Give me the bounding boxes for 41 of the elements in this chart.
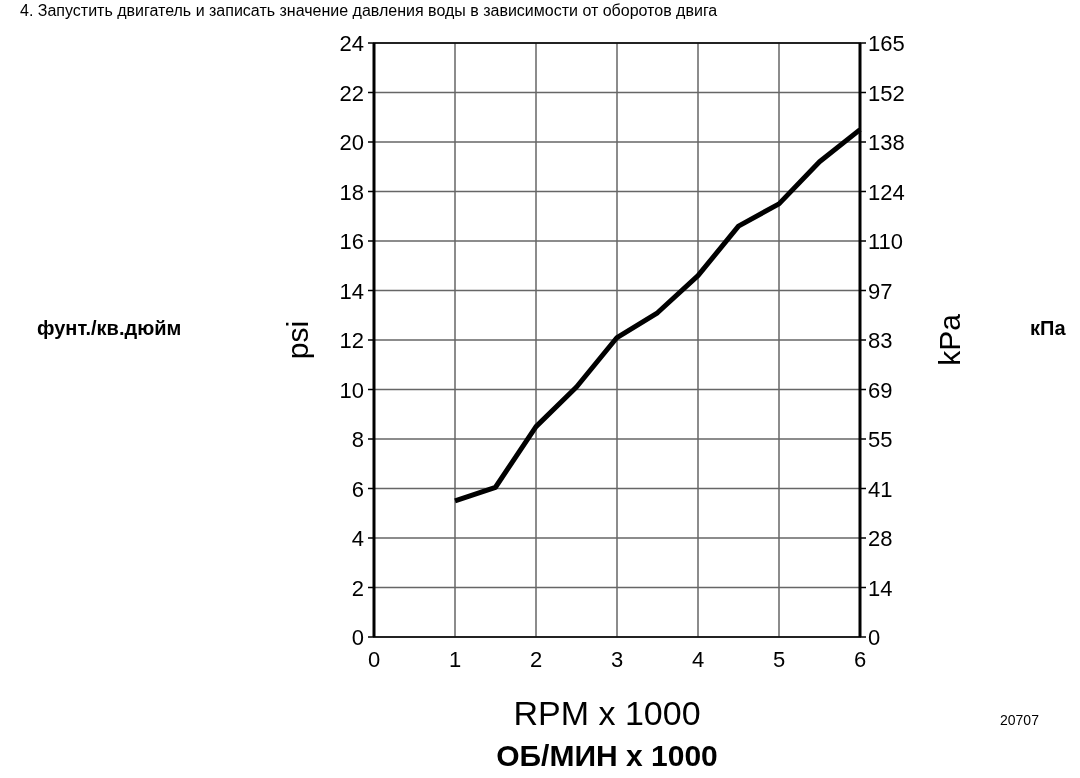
- y2-tick-label: 0: [868, 625, 881, 650]
- y-tick-label: 8: [351, 427, 364, 452]
- y2-tick-label: 41: [868, 476, 893, 502]
- y2-tick-label: 69: [868, 377, 893, 403]
- y2-tick-label: 152: [868, 80, 905, 106]
- y2-axis-title: kPa: [933, 313, 966, 366]
- chart-title: 4. Запустить двигатель и записать значение давления воды в зависимости от оборотов двига: [20, 2, 718, 19]
- text: ОБ/МИН x 1000: [496, 739, 718, 772]
- y2-tick-label: 28: [868, 526, 893, 551]
- y2-tick-label: 165: [868, 31, 905, 56]
- y-tick-label: 24: [339, 31, 364, 56]
- x-tick-label: 3: [610, 647, 624, 672]
- x-tick-label: 0: [367, 647, 381, 672]
- y-tick-label: 10: [339, 377, 364, 403]
- x-tick-label: 6: [853, 647, 867, 672]
- y2-tick-label: 14: [868, 575, 893, 601]
- y2-tick-label: 124: [868, 179, 905, 205]
- y-tick-label: 20: [339, 130, 364, 155]
- y-tick-label: 4: [351, 526, 364, 551]
- x-axis-title: RPM x 1000: [513, 694, 701, 732]
- y2-tick-label: 97: [868, 278, 893, 304]
- y-tick-label: 6: [351, 476, 364, 502]
- y-tick-label: 12: [339, 328, 364, 353]
- y-tick-label: 18: [339, 179, 364, 205]
- y-axis-title: psi: [281, 320, 314, 360]
- y-tick-label: 16: [339, 229, 364, 254]
- text: кПа: [1030, 317, 1067, 339]
- text: фунт./кв.дюйм: [37, 317, 182, 339]
- y-tick-label: 0: [351, 625, 364, 650]
- x-tick-label: 4: [691, 647, 705, 672]
- y2-tick-label: 138: [868, 130, 905, 155]
- y2-tick-label: 83: [868, 328, 893, 353]
- y2-tick-label: 110: [868, 229, 904, 254]
- y-tick-label: 22: [339, 80, 364, 106]
- y2-tick-label: 55: [868, 427, 893, 452]
- x-tick-label: 2: [529, 647, 543, 672]
- x-tick-label: 1: [448, 647, 462, 672]
- x-tick-label: 5: [772, 647, 786, 672]
- text: 20707: [1000, 712, 1040, 728]
- y-tick-label: 14: [339, 278, 364, 304]
- y-tick-label: 2: [351, 575, 364, 601]
